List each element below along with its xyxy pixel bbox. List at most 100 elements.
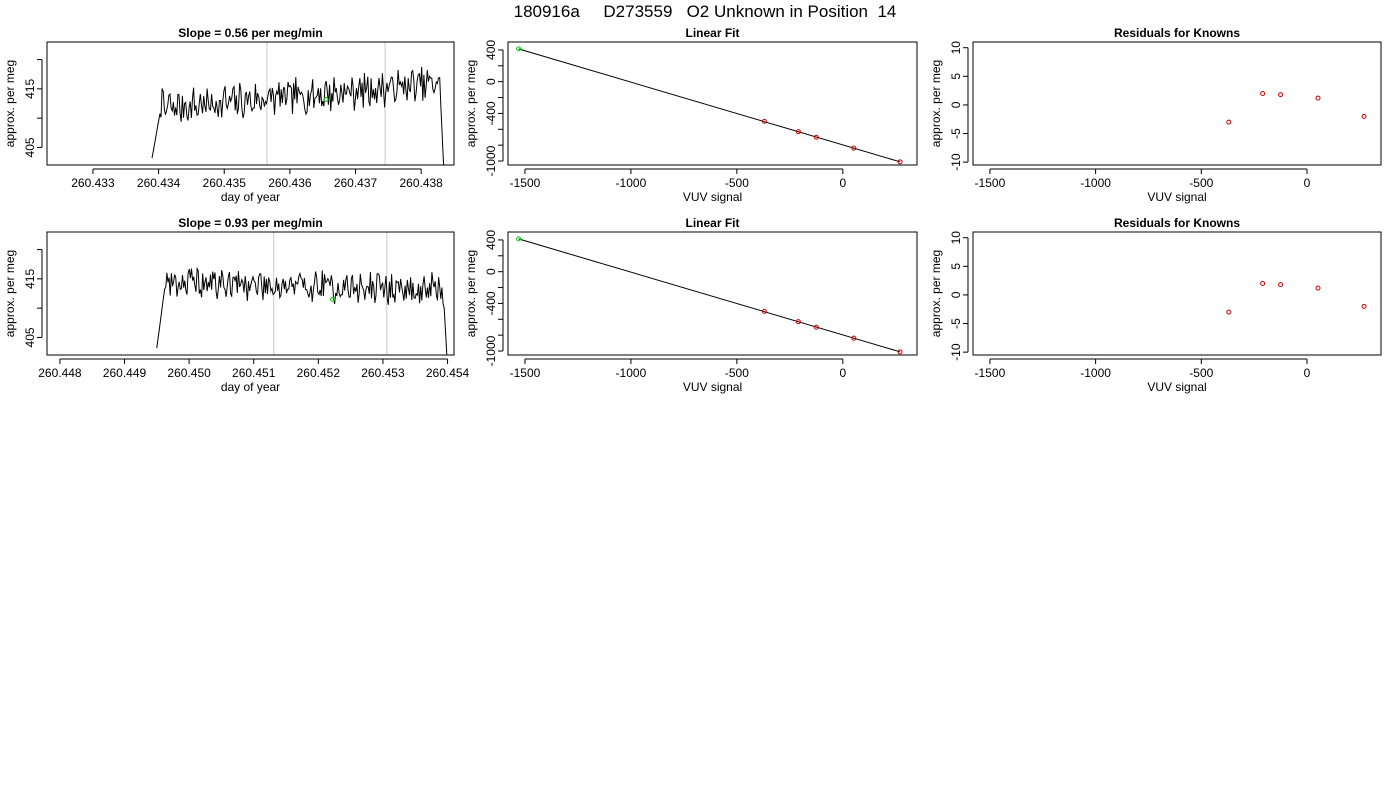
x-axis-label: VUV signal	[1147, 190, 1206, 204]
known-point	[1361, 113, 1367, 119]
x-tick-label: 260.449	[103, 366, 147, 380]
y-tick-label: -1000	[484, 335, 498, 366]
y-axis-label: approx. per meg	[929, 60, 943, 147]
chart-panel-6: Residuals for Knowns VUV signal approx. pe…	[929, 216, 1382, 394]
x-tick-label: 260.437	[334, 176, 378, 190]
y-tick-label: 400	[484, 40, 498, 60]
chart-title: Linear Fit	[685, 216, 739, 230]
y-tick-label: -5	[949, 128, 963, 139]
x-tick-label: 260.452	[297, 366, 341, 380]
x-tick-label: -500	[725, 176, 749, 190]
x-tick-label: -1500	[510, 366, 541, 380]
chart-panel-1: Slope = 0.56 per meg/min day of year appro…	[3, 26, 455, 204]
known-point	[813, 324, 819, 330]
y-axis-label: approx. per meg	[464, 60, 478, 147]
page-title: 180916a D273559 O2 Unknown in Position 1…	[513, 2, 897, 21]
plot-frame	[972, 231, 1382, 356]
x-tick-label: 260.436	[268, 176, 312, 190]
known-point	[1260, 280, 1266, 286]
known-point	[1315, 285, 1321, 291]
x-tick-label: -500	[1189, 176, 1213, 190]
fit-line	[518, 48, 901, 163]
x-tick-label: -1500	[975, 366, 1006, 380]
x-tick-label: 260.434	[137, 176, 181, 190]
known-point	[1361, 303, 1367, 309]
fit-line	[518, 238, 901, 353]
known-point	[851, 145, 857, 151]
known-point	[761, 118, 767, 124]
x-tick-label: 260.433	[71, 176, 115, 190]
plot-area	[516, 236, 903, 355]
signal-trace	[151, 66, 445, 165]
y-axis-label: approx. per meg	[464, 250, 478, 337]
chart-title: Slope = 0.56 per meg/min	[178, 26, 322, 40]
known-point	[795, 129, 801, 135]
chart-title: Linear Fit	[685, 26, 739, 40]
y-axis-label: approx. per meg	[929, 250, 943, 337]
x-tick-label: 0	[1304, 176, 1311, 190]
x-tick-label: -1000	[1080, 366, 1111, 380]
known-point	[1226, 119, 1232, 125]
x-tick-label: -500	[725, 366, 749, 380]
y-tick-label: 0	[949, 291, 963, 298]
unknown-mean-point	[330, 296, 336, 302]
plot-area	[151, 42, 445, 165]
y-tick-label: 0	[484, 268, 498, 275]
known-point	[1226, 309, 1232, 315]
x-tick-label: -500	[1189, 366, 1213, 380]
y-tick-label: -400	[484, 291, 498, 315]
x-axis-label: VUV signal	[683, 380, 742, 394]
known-point	[851, 335, 857, 341]
plot-frame	[972, 41, 1382, 166]
plot-frame	[46, 231, 455, 356]
known-point	[761, 308, 767, 314]
x-tick-label: 0	[839, 366, 846, 380]
known-point	[795, 319, 801, 325]
plot-area	[156, 232, 448, 355]
y-tick-label: 405	[23, 327, 37, 347]
x-tick-label: 260.435	[203, 176, 247, 190]
y-tick-label: 5	[949, 263, 963, 270]
y-tick-label: -1000	[484, 145, 498, 176]
x-tick-label: 260.451	[232, 366, 276, 380]
chart-panel-3: Residuals for Knowns VUV signal approx. pe…	[929, 26, 1382, 204]
x-tick-label: -1000	[616, 366, 647, 380]
chart-panel-2: Linear Fit VUV signal approx. per meg -1500…	[464, 26, 918, 204]
x-tick-label: 0	[839, 176, 846, 190]
x-tick-label: -1000	[616, 176, 647, 190]
y-axis-label: approx. per meg	[3, 60, 17, 147]
y-tick-label: 0	[484, 78, 498, 85]
x-tick-label: -1500	[510, 176, 541, 190]
chart-title: Residuals for Knowns	[1114, 216, 1240, 230]
plot-frame	[507, 41, 918, 166]
plot-area	[1226, 280, 1367, 315]
known-point	[897, 159, 903, 165]
plot-frame	[507, 231, 918, 356]
x-axis-label: day of year	[221, 380, 280, 394]
known-point	[1278, 282, 1284, 288]
x-tick-label: 0	[1304, 366, 1311, 380]
y-tick-label: 10	[949, 231, 963, 245]
x-tick-label: 260.454	[426, 366, 470, 380]
known-point	[813, 134, 819, 140]
plot-area	[516, 46, 903, 165]
y-tick-label: 400	[484, 230, 498, 250]
y-tick-label: -5	[949, 318, 963, 329]
y-tick-label: 415	[23, 269, 37, 289]
chart-title: Residuals for Knowns	[1114, 26, 1240, 40]
y-tick-label: -400	[484, 101, 498, 125]
x-axis-label: day of year	[221, 190, 280, 204]
known-point	[1315, 95, 1321, 101]
chart-title: Slope = 0.93 per meg/min	[178, 216, 322, 230]
x-tick-label: 260.450	[167, 366, 211, 380]
y-tick-label: 405	[23, 137, 37, 157]
x-tick-label: 260.448	[38, 366, 82, 380]
y-tick-label: -10	[949, 343, 963, 361]
y-tick-label: 0	[949, 101, 963, 108]
unknown-point	[516, 236, 522, 242]
x-axis-label: VUV signal	[1147, 380, 1206, 394]
y-tick-label: 5	[949, 73, 963, 80]
plot-frame	[46, 41, 455, 166]
unknown-mean-point	[323, 96, 329, 102]
